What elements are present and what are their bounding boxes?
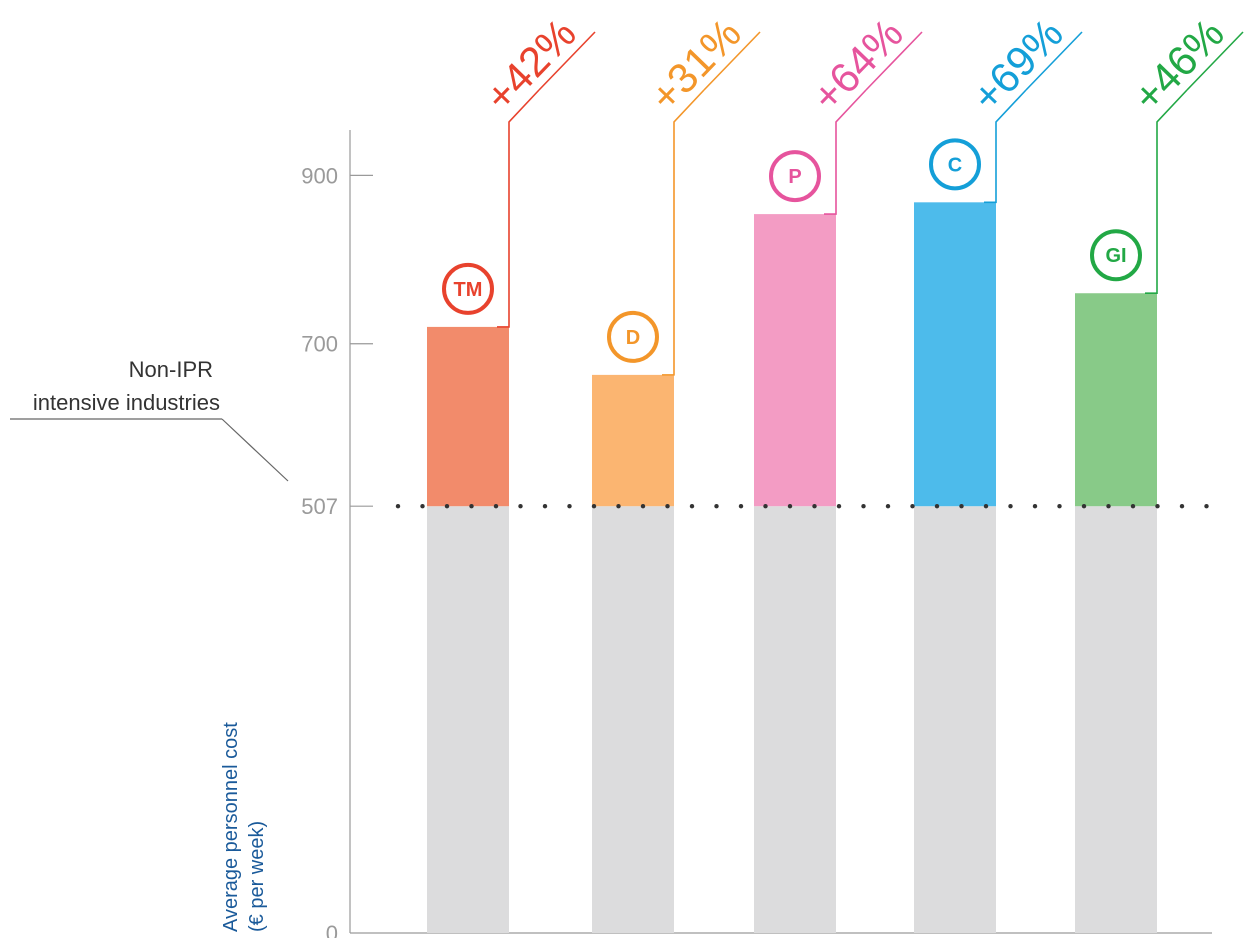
premium-label-gi: +46% xyxy=(1124,9,1233,120)
badge-c-icon xyxy=(929,138,981,191)
bar-base-tm xyxy=(427,506,509,933)
badge-d-icon xyxy=(607,310,659,363)
leader-diagonal-tm xyxy=(538,31,596,91)
baseline-dot xyxy=(616,504,621,509)
bar-base-d xyxy=(592,506,674,933)
leader-line-tm xyxy=(497,89,540,328)
badge-label-tm: TM xyxy=(454,279,483,301)
y-axis-title-line2: (€ per week) xyxy=(246,821,268,932)
baseline-dot xyxy=(1057,504,1062,509)
baseline-dot xyxy=(493,504,499,509)
leader-line-gi xyxy=(1145,89,1188,295)
baseline-dot xyxy=(1106,504,1111,509)
y-tick-label: 700 xyxy=(301,332,338,357)
baseline-dot xyxy=(836,504,842,509)
bar-premium-gi xyxy=(1075,293,1157,507)
bar-base-gi xyxy=(1075,506,1157,933)
y-tick-label: 900 xyxy=(301,163,338,188)
baseline-dot xyxy=(714,504,719,509)
baseline-dot xyxy=(959,504,964,509)
baseline-dot xyxy=(640,504,646,509)
baseline-dot xyxy=(1032,504,1038,509)
baseline-dot xyxy=(1155,504,1160,509)
bar-premium-c xyxy=(914,202,996,507)
baseline-dot xyxy=(787,504,793,509)
premium-label-p: +64% xyxy=(803,9,912,120)
leader-diagonal-c xyxy=(1025,31,1083,91)
baseline-dot xyxy=(812,504,817,509)
baseline-dot xyxy=(983,504,989,509)
leader-line-c xyxy=(984,89,1027,204)
baseline-dot xyxy=(934,504,940,509)
baseline-dot xyxy=(542,504,548,509)
bar-premium-d xyxy=(592,374,674,507)
baseline-dot xyxy=(763,504,768,509)
badge-tm-icon xyxy=(442,262,494,315)
baseline-dot xyxy=(665,504,670,509)
premium-label-tm: +42% xyxy=(476,9,585,120)
baseline-dot xyxy=(395,504,401,509)
baseline-label-line1: Non-IPR xyxy=(129,357,213,382)
baseline-dot xyxy=(1081,504,1087,509)
baseline-dot xyxy=(444,504,450,509)
baseline-dot xyxy=(910,504,915,509)
leader-line-p xyxy=(824,89,867,215)
baseline-dot xyxy=(1130,504,1136,509)
leader-diagonal-d xyxy=(703,31,761,91)
badge-p-icon xyxy=(769,150,821,203)
baseline-label-line2: intensive industries xyxy=(33,390,220,415)
badge-label-gi: GI xyxy=(1105,245,1126,267)
badge-gi-icon xyxy=(1090,229,1142,282)
baseline-dot xyxy=(1008,504,1013,509)
baseline-dot xyxy=(1179,504,1185,509)
leader-diagonal-gi xyxy=(1186,31,1244,91)
badge-label-p: P xyxy=(788,166,801,188)
premium-label-c: +69% xyxy=(963,9,1072,120)
baseline-dot xyxy=(591,504,597,509)
baseline-dot xyxy=(469,504,474,509)
baseline-dot xyxy=(689,504,695,509)
baseline-dotted-line xyxy=(395,504,1209,509)
baseline-dot xyxy=(567,504,572,509)
baseline-dot xyxy=(1204,504,1209,509)
y-axis-title-line1: Average personnel cost xyxy=(220,722,242,932)
baseline-dot xyxy=(861,504,866,509)
y-axis-title: Average personnel cost (€ per week) xyxy=(220,722,268,932)
y-tick-label: 0 xyxy=(326,921,338,938)
bar-base-c xyxy=(914,506,996,933)
baseline-dot xyxy=(518,504,523,509)
badge-label-d: D xyxy=(626,327,640,349)
badge-label-c: C xyxy=(948,154,962,176)
baseline-dot xyxy=(420,504,425,509)
leader-diagonal-p xyxy=(865,31,923,91)
y-tick-label: 507 xyxy=(301,494,338,519)
baseline-dot xyxy=(885,504,891,509)
bar-base-p xyxy=(754,506,836,933)
leader-line-d xyxy=(662,89,705,376)
bar-premium-tm xyxy=(427,326,509,507)
baseline-dot xyxy=(738,504,744,509)
baseline-label-leader xyxy=(221,418,289,482)
bar-premium-p xyxy=(754,214,836,507)
premium-label-d: +31% xyxy=(641,9,750,120)
